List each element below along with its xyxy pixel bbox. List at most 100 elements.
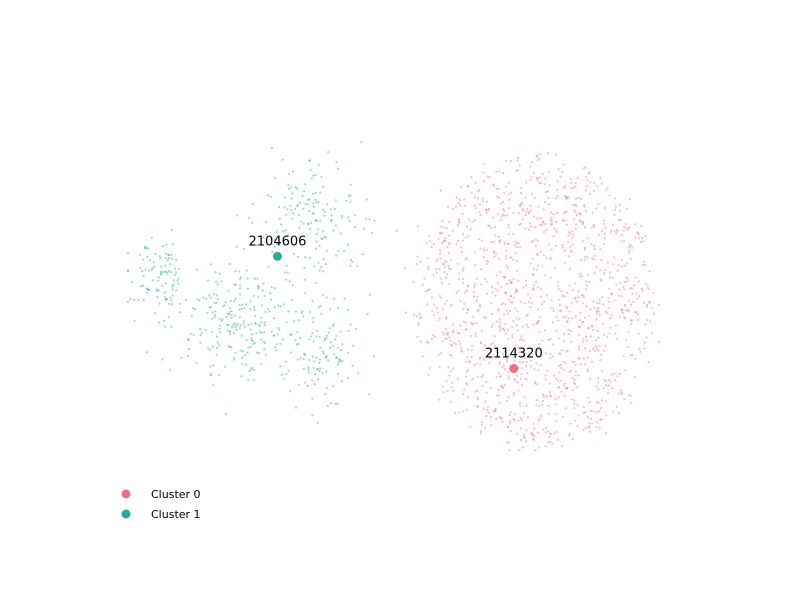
scatter-point	[427, 373, 430, 376]
scatter-point	[343, 297, 346, 300]
legend-label: Cluster 1	[151, 508, 201, 521]
scatter-point	[458, 220, 461, 223]
scatter-point	[304, 381, 307, 384]
scatter-point	[482, 171, 485, 174]
scatter-point	[275, 231, 278, 234]
scatter-point	[228, 311, 231, 314]
scatter-point	[336, 402, 339, 405]
scatter-point	[600, 279, 603, 282]
scatter-point	[290, 208, 293, 212]
scatter-point	[522, 325, 525, 328]
scatter-point	[529, 222, 532, 225]
scatter-point	[447, 264, 450, 267]
scatter-point	[515, 317, 518, 320]
scatter-point	[587, 172, 591, 175]
scatter-point	[483, 249, 486, 252]
scatter-point	[616, 230, 619, 233]
scatter-point	[559, 353, 562, 356]
scatter-point	[287, 310, 290, 313]
scatter-point	[212, 364, 215, 367]
scatter-point	[559, 310, 563, 313]
scatter-point	[324, 355, 327, 358]
scatter-point	[555, 377, 558, 380]
scatter-point	[621, 309, 624, 312]
scatter-point	[584, 176, 587, 179]
scatter-point	[598, 426, 601, 429]
scatter-point	[302, 357, 305, 361]
scatter-point	[563, 249, 566, 252]
scatter-point	[439, 252, 442, 255]
scatter-point	[614, 232, 618, 235]
scatter-point	[595, 339, 598, 342]
scatter-point	[647, 360, 650, 364]
scatter-point	[512, 296, 515, 299]
scatter-point	[471, 220, 474, 223]
scatter-point	[334, 338, 337, 341]
scatter-point	[516, 289, 519, 293]
scatter-point	[240, 334, 243, 337]
scatter-point	[570, 181, 573, 184]
scatter-point	[519, 191, 523, 195]
scatter-point	[461, 350, 464, 353]
scatter-point	[273, 286, 276, 290]
scatter-point	[165, 243, 168, 246]
scatter-point	[482, 255, 485, 259]
scatter-point	[218, 272, 221, 275]
scatter-point	[629, 257, 632, 260]
scatter-point	[315, 247, 318, 250]
scatter-point	[584, 226, 587, 229]
scatter-point	[504, 292, 507, 295]
scatter-point	[320, 237, 323, 240]
scatter-point	[579, 272, 582, 275]
scatter-point	[365, 198, 368, 201]
scatter-point	[212, 384, 215, 387]
scatter-point	[519, 377, 523, 380]
scatter-point	[496, 282, 500, 285]
scatter-point	[562, 163, 565, 166]
scatter-point	[601, 296, 604, 299]
scatter-point	[634, 310, 637, 313]
scatter-point	[288, 280, 291, 283]
scatter-point	[322, 258, 325, 261]
scatter-point	[327, 151, 330, 154]
scatter-point	[539, 217, 542, 220]
scatter-point	[580, 294, 584, 297]
scatter-point	[536, 286, 540, 289]
scatter-point	[416, 255, 419, 258]
scatter-point	[498, 329, 501, 332]
scatter-point	[481, 197, 484, 200]
scatter-point	[509, 419, 512, 422]
scatter-point	[341, 343, 344, 346]
scatter-point	[441, 385, 444, 388]
scatter-point	[470, 349, 473, 352]
scatter-point	[586, 356, 589, 359]
scatter-point	[474, 390, 477, 393]
scatter-point	[532, 267, 536, 270]
scatter-point	[253, 277, 256, 280]
scatter-point	[549, 218, 552, 221]
scatter-point	[430, 337, 433, 341]
scatter-point	[644, 263, 647, 266]
scatter-point	[476, 396, 479, 399]
scatter-point	[441, 308, 444, 311]
scatter-point	[296, 203, 299, 206]
scatter-point	[542, 254, 545, 257]
scatter-point	[173, 273, 176, 277]
scatter-point	[634, 276, 637, 279]
scatter-point	[228, 333, 232, 336]
scatter-point	[629, 354, 632, 357]
scatter-point	[529, 296, 532, 299]
scatter-point	[637, 233, 641, 236]
scatter-point	[170, 228, 173, 232]
scatter-point	[160, 273, 163, 276]
scatter-point	[142, 274, 145, 277]
scatter-point	[571, 243, 574, 246]
scatter-point	[258, 323, 261, 326]
scatter-point	[158, 302, 161, 305]
scatter-point	[304, 256, 307, 259]
scatter-point	[571, 360, 574, 363]
scatter-point	[157, 279, 160, 282]
scatter-point	[627, 279, 630, 282]
scatter-point	[629, 243, 632, 246]
scatter-point	[498, 401, 501, 404]
